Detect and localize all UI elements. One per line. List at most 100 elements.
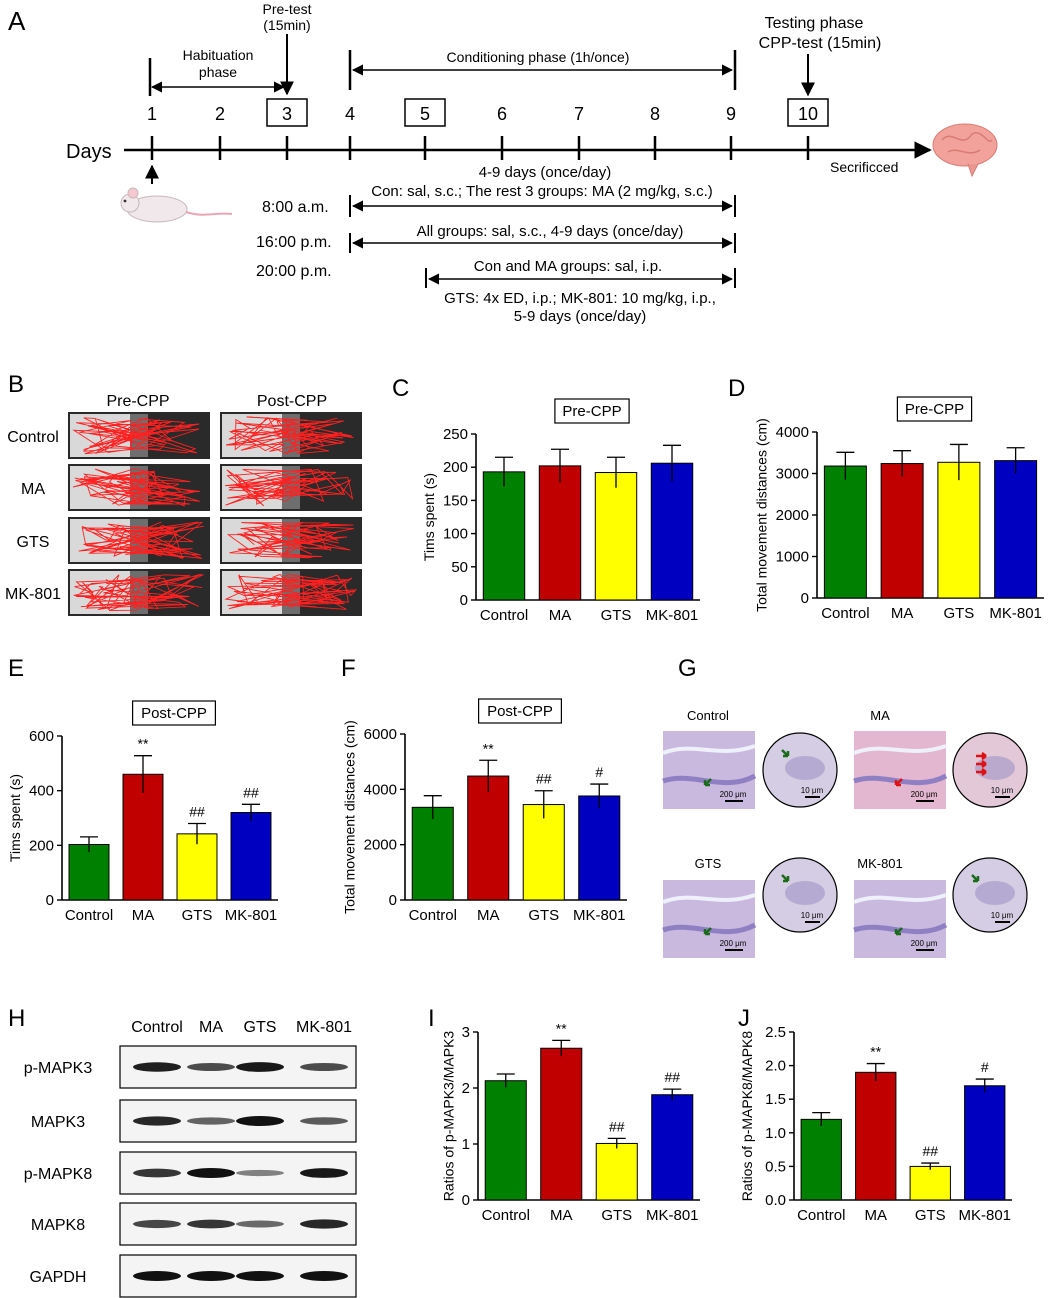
chart-title-box: [132, 700, 217, 726]
day-label: 2: [215, 104, 225, 124]
y-tick-label: 100: [443, 526, 468, 543]
scale-label: 200 μm: [720, 790, 747, 799]
x-tick-label: MA: [132, 907, 155, 924]
blot-band: [300, 1117, 348, 1125]
track-path: [72, 417, 200, 455]
blot-protein-label: MAPK3: [31, 1114, 85, 1131]
x-tick-label: MK-801: [573, 907, 626, 924]
bar: [578, 795, 621, 901]
schedule-pm20-note-2: 5-9 days (once/day): [514, 308, 647, 325]
x-tick-label: MK-801: [646, 1207, 699, 1224]
bar: [594, 472, 638, 601]
habituation-label-2: phase: [199, 64, 237, 80]
blot-band: [133, 1062, 181, 1072]
x-tick-label: MA: [549, 607, 572, 624]
panel-g-histology: G Control 200 μm 10 μm MA 200 μm 10 μm GTS 200 …: [662, 655, 1028, 958]
y-tick-label: 200: [443, 459, 468, 476]
track-path: [72, 468, 200, 507]
bar: [482, 471, 526, 601]
sacrificed-label: Secrificced: [830, 159, 898, 175]
track-path: [73, 573, 204, 612]
schedule-am-text: Con: sal, s.c.; The rest 3 groups: MA (2…: [371, 183, 713, 200]
tracks-col-post: Post-CPP: [257, 393, 327, 410]
histology-inset-arrow: [976, 768, 987, 776]
track-row-label: GTS: [17, 534, 50, 551]
x-tick-label: MK-801: [958, 1207, 1011, 1224]
histology-arrow: [894, 778, 903, 787]
bar: [230, 812, 272, 901]
blot-band: [187, 1117, 235, 1125]
histology-label: Control: [687, 708, 729, 723]
histology-inset-arrow: [781, 749, 790, 758]
y-tick-label: 0: [462, 1192, 470, 1209]
blot-band: [236, 1062, 284, 1072]
y-tick-label: 0: [46, 892, 54, 909]
panel-label-b: B: [8, 371, 24, 398]
schedule-header: 4-9 days (once/day): [479, 164, 612, 181]
blot-lane-label: MA: [199, 1019, 223, 1036]
testing-label-1: Testing phase: [765, 15, 864, 32]
blot-band: [187, 1271, 235, 1281]
y-tick-label: 2000: [776, 507, 809, 524]
significance-label: **: [870, 1044, 881, 1060]
brain-icon: [932, 123, 998, 178]
y-tick-label: 2.5: [765, 1024, 786, 1041]
blot-band: [236, 1169, 284, 1177]
blot-band: [236, 1220, 284, 1228]
histology-inset-cells: [975, 756, 1015, 780]
tracks-col-pre: Pre-CPP: [106, 393, 169, 410]
x-tick-label: GTS: [601, 607, 632, 624]
panel-label-i: I: [428, 1005, 435, 1032]
pretest-label-2: (15min): [263, 17, 310, 33]
significance-label: ##: [922, 1143, 938, 1159]
blot-band: [133, 1116, 181, 1126]
x-tick-label: MA: [477, 907, 500, 924]
y-axis-label: Total movement distances (cm): [342, 720, 358, 914]
mouse-icon: [120, 164, 233, 223]
chart-title: Post-CPP: [141, 705, 207, 722]
blot-protein-label: p-MAPK3: [24, 1060, 93, 1077]
blot-protein-label: p-MAPK8: [24, 1166, 93, 1183]
bar: [68, 844, 110, 901]
day-label: 8: [650, 104, 660, 124]
blot-band: [236, 1271, 284, 1281]
track-path: [224, 573, 357, 610]
y-tick-label: 1.5: [765, 1091, 786, 1108]
bar: [855, 1071, 897, 1201]
schedule-pm16-text: All groups: sal, s.c., 4-9 days (once/da…: [417, 223, 684, 240]
bar: [411, 806, 454, 901]
y-tick-label: 0.5: [765, 1158, 786, 1175]
x-tick-label: MA: [550, 1207, 573, 1224]
blot-lane-label: MK-801: [296, 1019, 352, 1036]
y-axis-label: Tims spent (s): [7, 774, 23, 862]
histology-inset-arrow: [781, 874, 790, 883]
scale-label: 200 μm: [911, 790, 938, 799]
bar: [122, 773, 164, 901]
x-tick-label: GTS: [915, 1207, 946, 1224]
histology-ventricle: [853, 744, 947, 755]
histology-inset-cells: [785, 756, 825, 780]
x-tick-label: Control: [482, 1207, 530, 1224]
day-box: [404, 98, 446, 127]
day-label: 7: [574, 104, 584, 124]
western-blot: Control MA GTS MK-801 p-MAPK3 MAPK3 p-MAPK8 MAP…: [24, 1019, 357, 1298]
scale-label: 10 μm: [991, 911, 1014, 920]
bar: [650, 462, 694, 601]
histology-label: MK-801: [857, 856, 903, 871]
track-row-label: MA: [21, 481, 45, 498]
pretest-label-1: Pre-test: [262, 1, 311, 17]
bar: [651, 1094, 694, 1201]
y-tick-label: 2.0: [765, 1058, 786, 1075]
blot-lane-label: Control: [131, 1019, 183, 1036]
day-label: 4: [345, 104, 355, 124]
day-label: 6: [497, 104, 507, 124]
x-tick-label: Control: [65, 907, 113, 924]
days-label: Days: [66, 141, 112, 163]
track-row-label: Control: [7, 429, 59, 446]
y-tick-label: 4000: [364, 781, 397, 798]
track-path: [226, 416, 354, 455]
track-path: [226, 521, 354, 559]
panel-label-g: G: [678, 655, 697, 682]
track-path: [78, 521, 204, 560]
day-label: 9: [726, 104, 736, 124]
